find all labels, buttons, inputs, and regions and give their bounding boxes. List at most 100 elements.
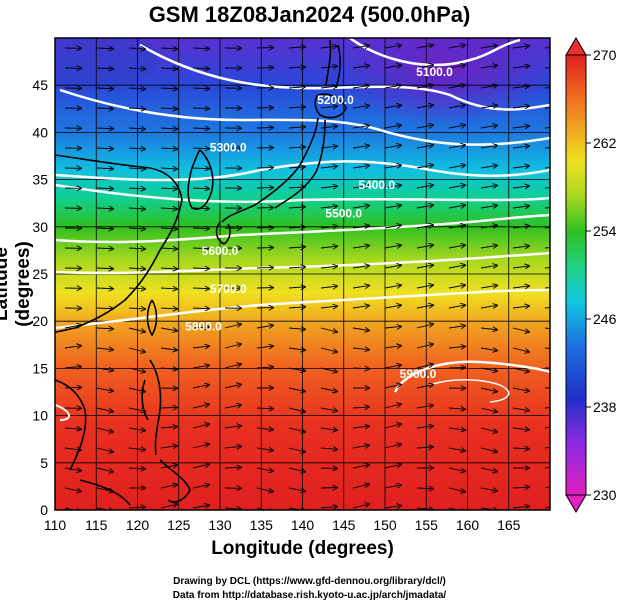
taiwan-coast (146, 299, 158, 337)
wind-arrow (160, 427, 177, 428)
wind-arrow (96, 328, 113, 329)
y-tick-label: 0 (40, 502, 48, 518)
wind-arrow (256, 487, 273, 492)
wind-arrow (384, 105, 401, 108)
wind-arrow (320, 206, 337, 208)
wind-arrow (288, 427, 305, 432)
wind-arrow (128, 148, 145, 149)
wind-arrow (544, 227, 550, 229)
wind-arrow (160, 348, 177, 350)
wind-arrow (256, 467, 273, 471)
wind-arrow (544, 167, 550, 169)
wind-arrow (480, 185, 497, 188)
wind-arrow (288, 247, 305, 248)
wind-arrow (96, 387, 113, 391)
colorbar-tick-label: 246 (593, 311, 617, 327)
colorbar-top-arrow (565, 37, 587, 56)
wind-arrow (288, 287, 305, 288)
wind-arrow (96, 208, 113, 209)
wind-arrow (128, 128, 145, 129)
y-tick-label: 25 (32, 266, 48, 282)
wind-arrow (192, 365, 209, 368)
wind-arrow (288, 127, 305, 128)
wind-arrow (416, 145, 433, 148)
wind-arrow (416, 65, 433, 68)
wind-arrow (352, 445, 369, 448)
wind-arrow (96, 248, 113, 249)
wind-arrow (160, 128, 177, 129)
wind-arrow (352, 166, 369, 168)
wind-arrow (480, 45, 497, 48)
wind-arrow (288, 467, 305, 472)
wind-arrow (512, 387, 529, 391)
plot-frame (54, 37, 551, 511)
contour-label: 5500.0 (325, 206, 362, 220)
wind-arrow (64, 325, 81, 328)
wind-arrow (256, 448, 273, 450)
wind-arrow (512, 306, 529, 308)
wind-arrow (352, 46, 369, 48)
honshu-coast (221, 117, 326, 223)
wind-arrow (288, 307, 305, 308)
wind-arrow (448, 65, 465, 68)
wind-arrow (288, 67, 305, 68)
wind-arrow (480, 407, 497, 412)
wind-arrow (192, 308, 209, 309)
wind-arrow (544, 466, 550, 469)
wind-arrow (192, 48, 209, 49)
wind-arrow (128, 228, 145, 229)
wind-arrow (448, 145, 465, 148)
wind-arrow (128, 288, 145, 289)
wind-arrow (416, 85, 433, 88)
wind-arrow (64, 468, 81, 471)
wind-arrow (160, 208, 177, 209)
wind-arrow (384, 145, 401, 148)
wind-arrow (320, 347, 337, 352)
wind-arrow (288, 368, 305, 371)
wind-arrow (288, 487, 305, 491)
korea-coast (187, 149, 214, 210)
wind-arrow (384, 326, 401, 328)
credit-data-source: Data from http://database.rish.kyoto-u.a… (172, 590, 447, 601)
wind-arrow (544, 147, 550, 149)
wind-arrow (320, 46, 337, 48)
colorbar-tick-label: 254 (593, 223, 617, 239)
wind-arrow (352, 146, 369, 148)
wind-arrow (448, 428, 465, 430)
wind-arrow (544, 87, 550, 89)
wind-arrow (480, 328, 497, 330)
wind-arrow (384, 506, 401, 508)
wind-arrow (416, 364, 433, 369)
wind-arrow (96, 168, 113, 169)
wind-arrow (544, 446, 550, 449)
y-tick-label: 20 (32, 313, 48, 329)
wind-arrow (256, 367, 273, 368)
credit-drawing: Drawing by DCL (https://www.gfd-dennou.o… (173, 576, 446, 587)
wind-arrow (384, 265, 401, 268)
wind-arrow (192, 485, 209, 489)
wind-arrow (192, 68, 209, 69)
x-tick-label: 120 (126, 517, 150, 533)
wind-arrow (96, 268, 113, 269)
wind-arrow (128, 88, 145, 89)
wind-arrow (256, 325, 273, 328)
wind-arrow (384, 225, 401, 228)
wind-arrow (384, 464, 401, 469)
coastlines (55, 39, 347, 506)
wind-arrow (544, 327, 550, 330)
x-tick-label: 145 (332, 517, 356, 533)
wind-arrow (224, 467, 241, 468)
wind-arrow (416, 426, 433, 428)
wind-arrow (544, 207, 550, 209)
x-tick-label: 165 (497, 517, 521, 533)
wind-arrow (480, 387, 497, 392)
wind-arrow (512, 448, 529, 449)
wind-arrow (224, 364, 241, 369)
wind-arrow (96, 228, 113, 229)
wind-arrow (352, 66, 369, 68)
wind-arrow (352, 504, 369, 509)
wind-arrow (160, 248, 177, 249)
wind-arrow (160, 465, 177, 468)
wind-arrow (288, 87, 305, 88)
wind-arrow (384, 205, 401, 208)
